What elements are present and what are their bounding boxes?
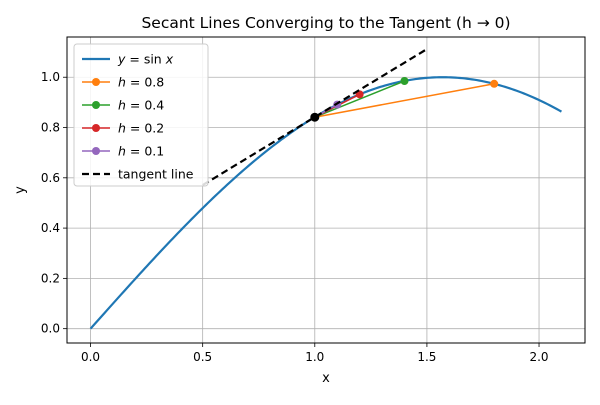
x-tick-label: 0.5 xyxy=(193,350,212,364)
x-tick-label: 0.0 xyxy=(81,350,100,364)
secant-point-h-0.4 xyxy=(400,77,409,86)
plot-frame xyxy=(66,36,586,344)
legend-label-curve: y = sin x xyxy=(117,52,174,67)
legend: y = sin x h = 0.8 h = 0.4 h = 0.2 h = 0.1 tan… xyxy=(73,43,209,187)
legend-label-secant: h = 0.2 xyxy=(118,121,164,136)
x-tick-label: 1.5 xyxy=(417,350,436,364)
x-axis-label: x xyxy=(322,371,330,386)
tangency-point xyxy=(310,112,320,122)
legend-label-secant: h = 0.8 xyxy=(118,75,164,90)
x-tick-label: 2.0 xyxy=(529,350,548,364)
y-tick-label: 0.0 xyxy=(41,322,60,336)
secant-line-h-0.8 xyxy=(314,83,495,118)
x-tick-label: 1.0 xyxy=(305,350,324,364)
chart-title: Secant Lines Converging to the Tangent (… xyxy=(141,14,510,32)
legend-marker-secant xyxy=(92,101,100,109)
y-tick-label: 0.4 xyxy=(41,221,60,235)
legend-marker-secant xyxy=(92,124,100,132)
y-tick-label: 0.6 xyxy=(41,171,60,185)
legend-marker-secant xyxy=(92,78,100,86)
legend-label-tangent: tangent line xyxy=(118,167,194,182)
y-tick-label: 0.8 xyxy=(41,121,60,135)
y-tick-label: 0.2 xyxy=(41,271,60,285)
secant-line-h-0.4 xyxy=(314,80,405,118)
legend-marker-secant xyxy=(92,147,100,155)
y-tick-label: 1.0 xyxy=(41,70,60,84)
y-axis-label: y xyxy=(13,186,28,194)
legend-label-secant: h = 0.4 xyxy=(118,98,164,113)
secant-point-h-0.8 xyxy=(490,79,499,88)
legend-label-secant: h = 0.1 xyxy=(118,144,164,159)
